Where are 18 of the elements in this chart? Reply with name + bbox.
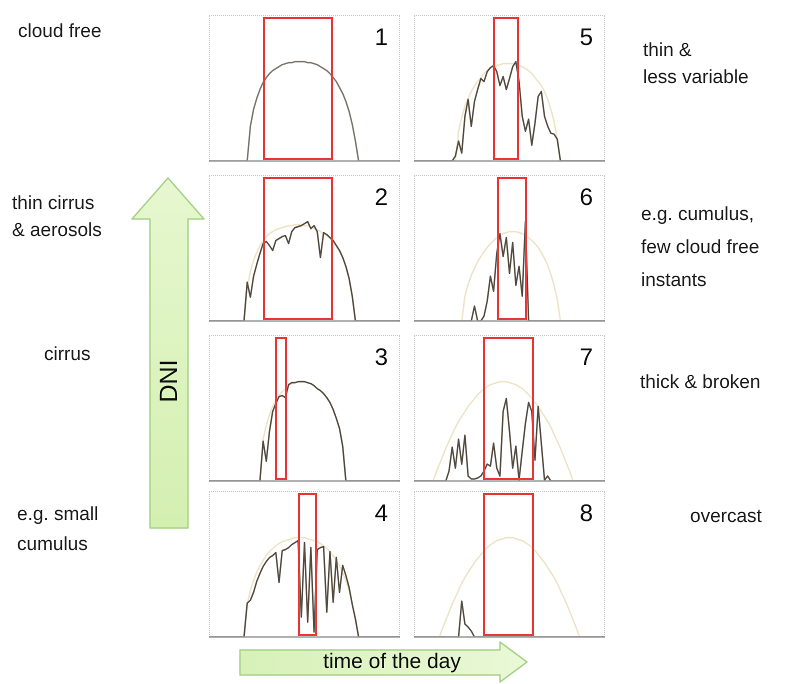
chart-title: 3 [374, 344, 388, 372]
text: overcast [690, 505, 762, 529]
chart-title: 8 [580, 500, 593, 528]
chart-title: 6 [580, 184, 593, 212]
text: e.g. cumulus, few cloud free instants [641, 203, 760, 293]
text: thin cirrus & aerosols [12, 192, 102, 243]
x-axis-title: time of the day [323, 649, 461, 675]
chart-title: 1 [374, 24, 388, 52]
chart-title: 2 [374, 184, 388, 212]
y-axis-title: DNI [154, 359, 184, 403]
text: thin & less variable [643, 39, 749, 90]
text: cirrus [44, 343, 90, 367]
text: e.g. small cumulus [17, 503, 98, 557]
chart-title: 5 [580, 24, 593, 52]
text: thick & broken [640, 371, 760, 395]
chart-title: 4 [374, 500, 388, 528]
chart-title: 7 [580, 344, 593, 372]
text: cloud free [18, 20, 102, 44]
